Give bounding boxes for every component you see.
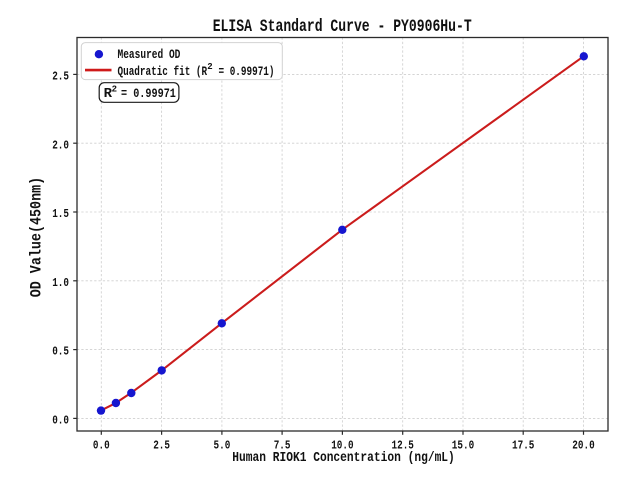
svg-text:= 0.99971: = 0.99971 (121, 87, 176, 101)
svg-text:12.5: 12.5 (392, 438, 414, 452)
svg-text:0.0: 0.0 (93, 438, 110, 452)
svg-text:0.5: 0.5 (52, 345, 69, 359)
svg-text:Quadratic fit (R: Quadratic fit (R (118, 64, 208, 79)
svg-text:2.5: 2.5 (52, 70, 69, 84)
svg-text:Measured OD: Measured OD (118, 47, 181, 62)
svg-text:10.0: 10.0 (331, 438, 353, 452)
svg-text:0.0: 0.0 (52, 414, 69, 428)
svg-text:ELISA Standard Curve - PY0906H: ELISA Standard Curve - PY0906Hu-T (213, 18, 472, 37)
svg-text:7.5: 7.5 (274, 438, 291, 452)
svg-text:= 0.99971): = 0.99971) (219, 64, 275, 79)
svg-text:17.5: 17.5 (512, 438, 534, 452)
svg-text:OD Value(450nm): OD Value(450nm) (28, 177, 46, 298)
svg-text:R: R (104, 86, 113, 102)
svg-text:Human RIOK1 Concentration (ng/: Human RIOK1 Concentration (ng/mL) (232, 451, 454, 466)
svg-text:2: 2 (112, 85, 117, 95)
svg-text:1.5: 1.5 (52, 207, 69, 221)
svg-text:5.0: 5.0 (214, 438, 231, 452)
svg-text:2.0: 2.0 (52, 138, 69, 152)
svg-text:2: 2 (207, 62, 212, 72)
svg-text:15.0: 15.0 (452, 438, 474, 452)
svg-text:1.0: 1.0 (52, 276, 69, 290)
svg-text:2.5: 2.5 (153, 438, 170, 452)
svg-text:20.0: 20.0 (572, 438, 594, 452)
